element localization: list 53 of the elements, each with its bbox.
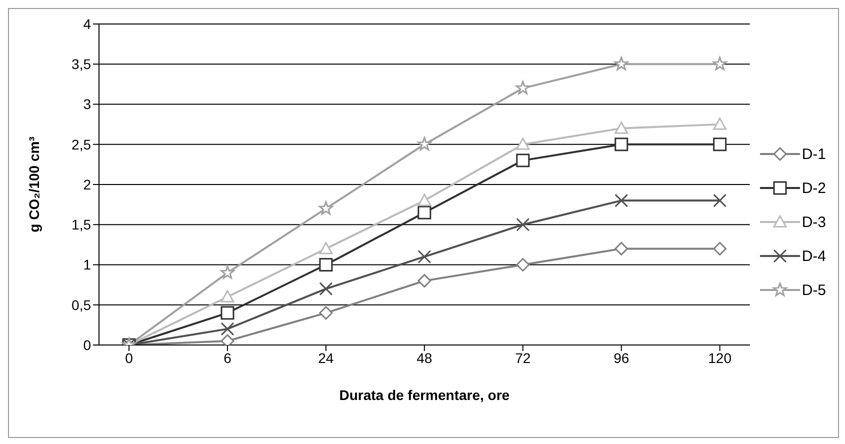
point: [516, 138, 530, 150]
point: [614, 122, 628, 134]
point: [418, 206, 432, 220]
y-tick-label: 0: [83, 336, 92, 353]
point: [516, 154, 530, 168]
point: [418, 194, 432, 206]
point: [712, 56, 727, 70]
point: [614, 56, 628, 70]
point: [516, 218, 530, 232]
legend-label: D-4: [802, 248, 826, 264]
x-tick-label: 96: [614, 350, 630, 366]
point: [319, 242, 333, 254]
point: [713, 242, 727, 256]
legend-label: D-2: [802, 180, 826, 196]
point: [318, 201, 333, 215]
point: [220, 322, 234, 336]
y-tick-label: 0,5: [72, 296, 92, 313]
x-tick-label: 48: [416, 350, 432, 366]
point: [220, 265, 234, 279]
y-tick-label: 2: [83, 176, 92, 192]
point: [220, 334, 234, 345]
y-tick-label: 1: [83, 256, 92, 273]
point: [614, 194, 628, 208]
point: [220, 290, 234, 302]
point: [220, 306, 234, 320]
y-tick-label: 1,5: [72, 216, 92, 233]
point: [418, 274, 432, 288]
point: [319, 282, 333, 296]
y-tick-label: 3: [83, 96, 92, 112]
point: [713, 138, 727, 152]
point: [713, 194, 727, 208]
y-tick-label: 4: [83, 16, 92, 32]
legend-label: D-1: [802, 146, 826, 162]
x-axis-title: Durata de fermentare, ore: [339, 387, 510, 403]
y-tick-label: 2,5: [72, 136, 92, 152]
x-tick-label: 24: [318, 350, 334, 366]
point: [614, 242, 628, 256]
x-tick-label: 120: [708, 350, 732, 366]
point: [516, 258, 530, 272]
x-tick-label: 0: [125, 350, 134, 366]
y-tick-label: 3,5: [72, 56, 92, 72]
point: [713, 118, 727, 130]
x-tick-label: 72: [515, 350, 531, 366]
point: [516, 80, 530, 94]
y-axis-title: g CO₂/100 cm³: [26, 136, 42, 232]
legend-label: D-5: [802, 282, 826, 298]
legend-label: D-3: [802, 214, 826, 230]
point: [417, 137, 432, 150]
point: [319, 306, 333, 320]
point: [614, 138, 628, 152]
point: [319, 258, 333, 272]
x-tick-label: 6: [224, 350, 232, 366]
point: [418, 250, 432, 264]
